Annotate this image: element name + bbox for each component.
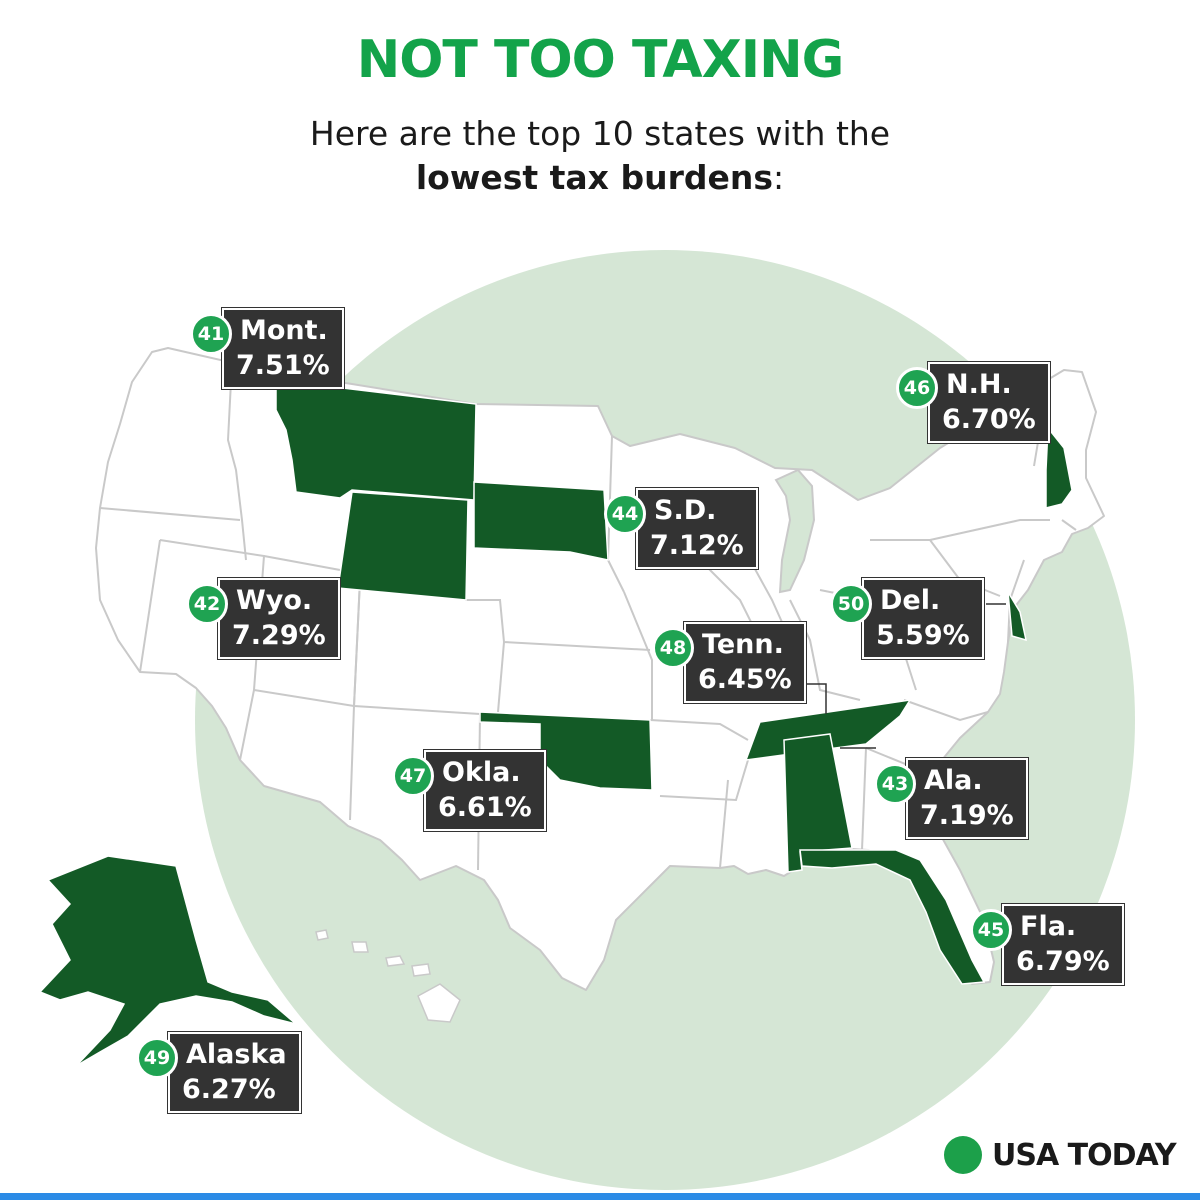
state-new-hampshire <box>1045 425 1073 509</box>
rank-badge: 45 <box>970 909 1012 951</box>
state-label: Ala. <box>924 765 983 796</box>
burden-value: 6.70% <box>942 404 1036 435</box>
state-label: S.D. <box>654 495 717 526</box>
label-box: Ala. 7.19% <box>906 758 1028 839</box>
state-label: N.H. <box>946 369 1012 400</box>
state-label: Tenn. <box>702 629 784 660</box>
burden-value: 6.27% <box>182 1074 276 1105</box>
subtitle: Here are the top 10 states with the lowe… <box>0 112 1200 200</box>
burden-value: 6.61% <box>438 792 532 823</box>
rank-badge: 49 <box>136 1037 178 1079</box>
burden-value: 7.51% <box>236 350 330 381</box>
state-label: Mont. <box>240 315 328 346</box>
rank-badge: 43 <box>874 763 916 805</box>
label-box: Tenn. 6.45% <box>684 622 806 703</box>
state-oklahoma <box>479 711 653 791</box>
rank-badge: 41 <box>190 313 232 355</box>
label-box: S.D. 7.12% <box>636 488 758 569</box>
usa-today-logo: USA TODAY <box>944 1136 1177 1174</box>
label-box: Fla. 6.79% <box>1002 904 1124 985</box>
rank-badge: 47 <box>392 755 434 797</box>
label-box: N.H. 6.70% <box>928 362 1050 443</box>
logo-dot-icon <box>944 1136 982 1174</box>
state-label: Okla. <box>442 757 521 788</box>
label-box: Alaska 6.27% <box>168 1032 301 1113</box>
state-label: Alaska <box>186 1039 287 1070</box>
state-florida <box>799 849 986 985</box>
state-label: Del. <box>880 585 941 616</box>
subtitle-emphasis: lowest tax burdens <box>415 158 773 197</box>
label-box: Del. 5.59% <box>862 578 984 659</box>
state-montana <box>275 379 477 501</box>
rank-badge: 50 <box>830 583 872 625</box>
burden-value: 7.12% <box>650 530 744 561</box>
brand-name: USA TODAY <box>992 1137 1177 1173</box>
state-label: Wyo. <box>236 585 313 616</box>
state-delaware <box>1007 591 1027 642</box>
burden-value: 7.19% <box>920 800 1014 831</box>
burden-value: 5.59% <box>876 620 970 651</box>
subtitle-line-1: Here are the top 10 states with the <box>309 114 891 153</box>
rank-badge: 42 <box>186 583 228 625</box>
subtitle-colon: : <box>772 158 785 197</box>
rank-badge: 44 <box>604 493 646 535</box>
rank-badge: 46 <box>896 367 938 409</box>
label-box: Wyo. 7.29% <box>218 578 340 659</box>
bottom-accent-bar <box>0 1193 1200 1200</box>
label-box: Mont. 7.51% <box>222 308 344 389</box>
burden-value: 7.29% <box>232 620 326 651</box>
state-south-dakota <box>473 481 609 561</box>
state-hawaii <box>315 929 461 1023</box>
state-alaska <box>38 855 297 1067</box>
callout-connectors <box>800 603 1006 749</box>
state-wyoming <box>337 491 469 601</box>
lake-michigan <box>774 468 816 594</box>
burden-value: 6.79% <box>1016 946 1110 977</box>
page-title: NOT TOO TAXING <box>356 30 845 90</box>
highlighted-states <box>275 379 1073 985</box>
rank-badge: 48 <box>652 627 694 669</box>
label-box: Okla. 6.61% <box>424 750 546 831</box>
burden-value: 6.45% <box>698 664 792 695</box>
state-label: Fla. <box>1020 911 1077 942</box>
